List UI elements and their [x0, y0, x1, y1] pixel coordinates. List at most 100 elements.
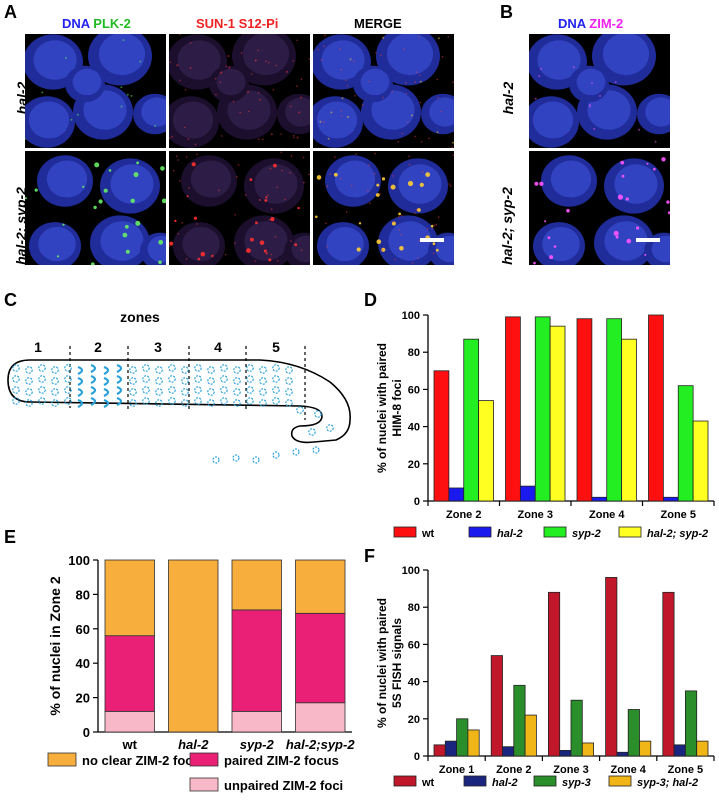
nucleus-glyph: [116, 374, 123, 384]
nucleus-glyph: [308, 428, 316, 436]
y-tick-label: 20: [408, 714, 420, 726]
y-axis-label-line: % of nuclei with paired: [375, 343, 389, 473]
y-tick-label: 0: [83, 725, 90, 740]
nucleus-glyph: [296, 406, 304, 414]
nucleus-glyph: [314, 410, 322, 418]
nucleus-glyph: [155, 366, 163, 374]
y-axis-label-line: 5S FISH signals: [390, 618, 404, 708]
legend-swatch: [608, 775, 632, 787]
nucleus-glyph: [116, 396, 123, 406]
x-tick-label: Zone 4: [589, 509, 625, 521]
bar: [570, 699, 583, 757]
x-tick-label: Zone 3: [553, 764, 588, 776]
nucleus-glyph: [129, 366, 137, 374]
zone-number: 4: [214, 339, 222, 355]
nucleus-glyph: [285, 366, 293, 374]
stacked-segment: [104, 635, 155, 712]
panel-label-c: C: [4, 290, 17, 310]
bar: [684, 690, 698, 757]
nucleus-glyph: [142, 375, 150, 383]
nucleus-glyph: [129, 377, 137, 385]
legend-swatch: [463, 775, 487, 787]
nucleus-glyph: [220, 397, 228, 405]
stacked-segment: [295, 559, 346, 614]
x-tick-label: Zone 5: [661, 509, 696, 521]
y-tick-label: 20: [408, 459, 420, 471]
panel-a-header-3: MERGE: [354, 16, 402, 31]
y-tick-label: 20: [76, 691, 90, 706]
y-tick-label: 100: [68, 553, 90, 568]
legend-label: hal-2; syp-2: [647, 528, 708, 540]
nucleus-glyph: [207, 388, 215, 396]
micrograph-a-dna-plk2-halsyp: [25, 151, 166, 265]
bar: [433, 370, 450, 502]
nucleus-glyph: [252, 456, 260, 464]
nucleus-glyph: [116, 385, 123, 395]
nucleus-glyph: [103, 398, 110, 408]
nucleus-glyph: [77, 398, 84, 408]
bar: [505, 316, 521, 502]
nucleus-glyph: [142, 364, 150, 372]
nucleus-glyph: [77, 387, 84, 397]
bar: [547, 591, 561, 757]
legend-swatch: [189, 752, 219, 767]
zone-number: 2: [94, 339, 102, 355]
nucleus-glyph: [38, 397, 46, 405]
stacked-segment: [295, 612, 346, 704]
bar: [519, 485, 536, 502]
nucleus-glyph: [212, 456, 220, 464]
gonad-schematic: zones 1 2 3 4 5: [7, 310, 351, 464]
legend-swatch: [468, 526, 492, 538]
legend-swatch: [189, 777, 219, 792]
x-tick-label: syp-2: [240, 737, 275, 752]
nucleus-glyph: [259, 366, 267, 374]
bar: [677, 385, 694, 502]
nucleus-glyph: [25, 388, 33, 396]
y-tick-label: 0: [414, 751, 420, 763]
legend-swatch: [47, 752, 77, 767]
nucleus-glyph: [51, 399, 59, 407]
zone-number: 5: [272, 339, 280, 355]
nucleus-glyph: [116, 363, 123, 373]
nucleus-glyph: [103, 376, 110, 386]
legend-swatch: [543, 526, 567, 538]
bar: [549, 325, 566, 502]
nucleus-glyph: [246, 375, 254, 383]
nucleus-glyph: [51, 388, 59, 396]
bar: [490, 655, 503, 757]
legend-swatch: [393, 526, 417, 538]
bar: [502, 746, 515, 757]
nuclei-glyphs: [12, 363, 334, 464]
bar: [513, 684, 526, 757]
nucleus-glyph: [64, 375, 72, 383]
stacked-segment: [104, 710, 155, 733]
nucleus-glyph: [194, 375, 202, 383]
y-tick-label: 40: [76, 656, 90, 671]
nucleus-glyph: [155, 377, 163, 385]
bar: [456, 718, 469, 757]
y-axis-label: % of nuclei with pairedHIM-8 foci: [375, 343, 404, 473]
nucleus-glyph: [38, 375, 46, 383]
nucleus-glyph: [64, 386, 72, 394]
nucleus-glyph: [25, 366, 33, 374]
legend-label: syp-2: [572, 528, 601, 540]
panel-label-d: D: [364, 290, 377, 310]
bar: [648, 314, 664, 502]
nucleus-glyph: [246, 397, 254, 405]
y-tick-label: 60: [408, 384, 420, 396]
x-tick-label: Zone 1: [439, 764, 474, 776]
nucleus-glyph: [25, 399, 33, 407]
panel-label-a: A: [4, 2, 17, 22]
nucleus-glyph: [64, 364, 72, 372]
nucleus-glyph: [25, 377, 33, 385]
x-tick-label: Zone 2: [446, 509, 481, 521]
nucleus-glyph: [90, 363, 97, 373]
header-zim2: ZIM-2: [585, 16, 624, 31]
nucleus-glyph: [12, 364, 20, 372]
bar: [616, 751, 629, 757]
header-dna: DNA: [62, 16, 90, 31]
x-tick-label: Zone 2: [496, 764, 531, 776]
bar: [662, 496, 679, 502]
legend-label: unpaired ZIM-2 foci: [224, 778, 343, 793]
nucleus-glyph: [155, 399, 163, 407]
